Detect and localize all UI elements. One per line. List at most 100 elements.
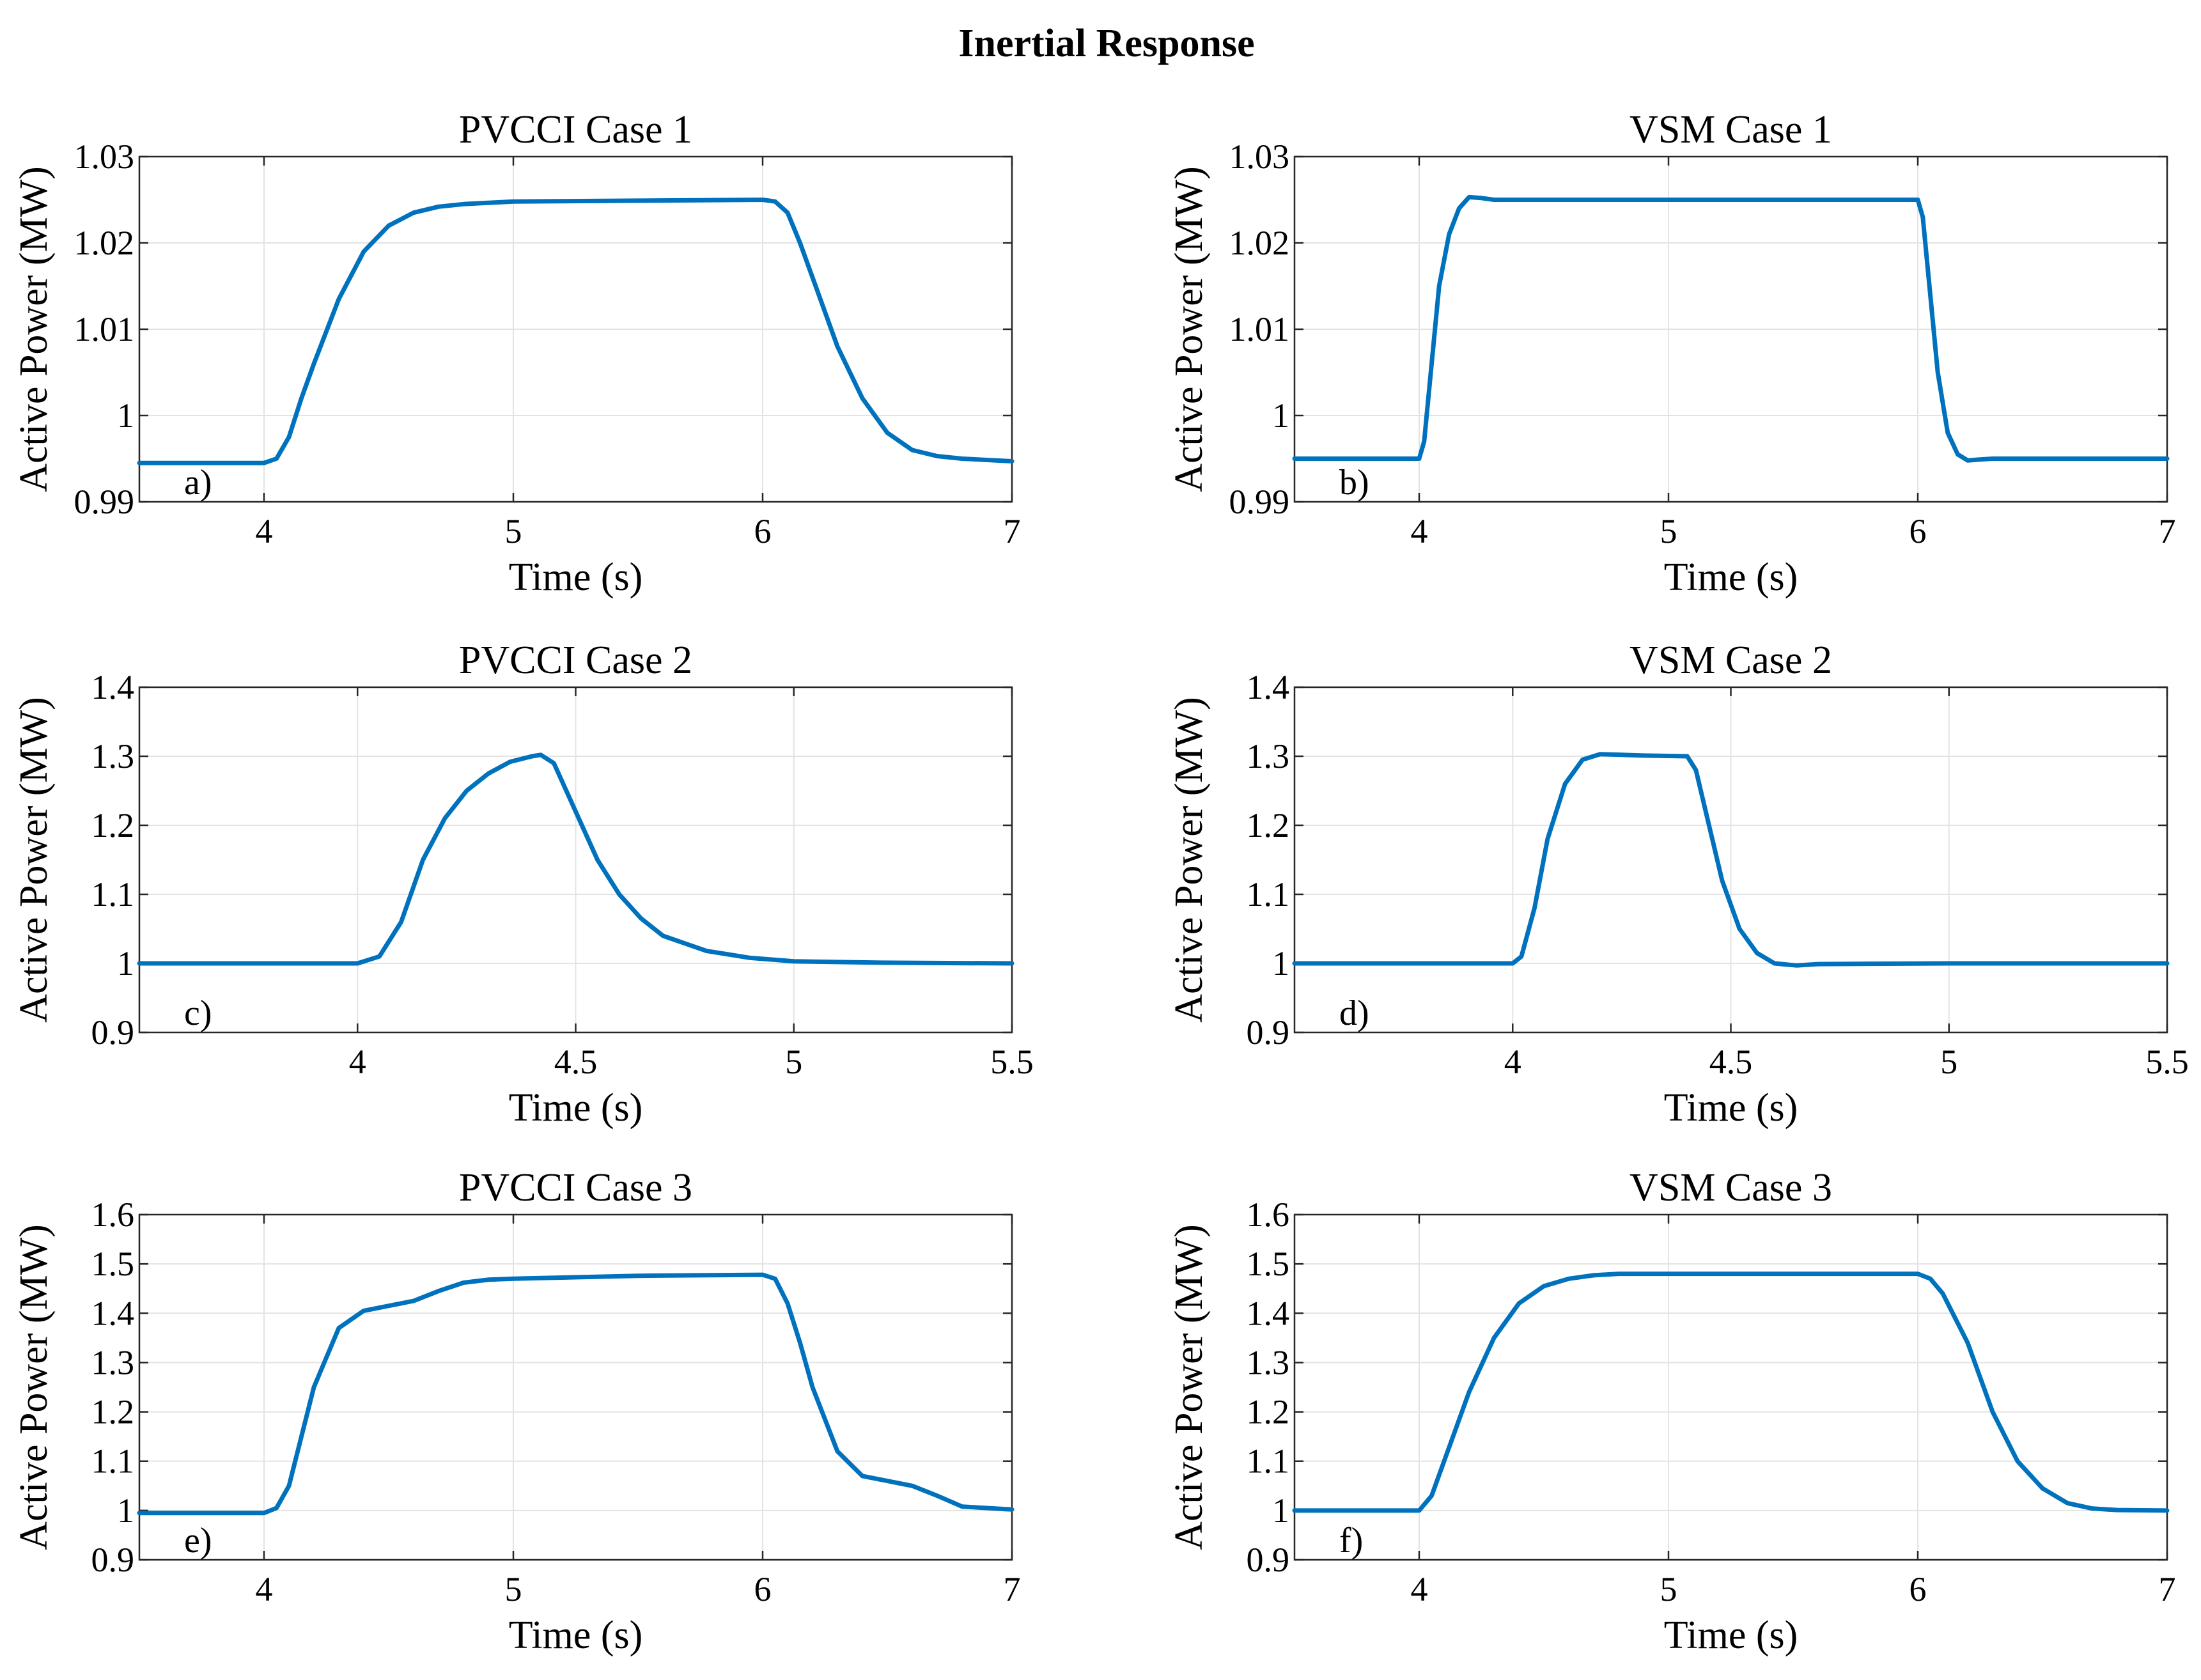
y-tick-label: 1.2 xyxy=(91,1393,135,1431)
y-tick-label: 1.5 xyxy=(1247,1245,1290,1283)
x-tick-label: 4.5 xyxy=(554,1043,598,1081)
y-tick-label: 1.3 xyxy=(1247,1343,1290,1381)
chart-panel-5: 4 5 6 7 0.9 1 1.1 1.2 1.3 1.4 1.5 1.6 PVCCI Case 3 Ti… xyxy=(12,1166,1021,1657)
y-tick-label: 1.1 xyxy=(91,1442,135,1481)
y-tick-label: 1.4 xyxy=(91,668,135,706)
x-tick-label: 4 xyxy=(1411,512,1428,550)
axes-frame xyxy=(138,1213,1013,1561)
y-tick-label: 1.1 xyxy=(91,875,135,914)
y-tick-label: 1.1 xyxy=(1247,1442,1290,1481)
y-tick-label: 1 xyxy=(117,396,134,435)
chart-panel-1: 4 5 6 7 0.99 1 1.01 1.02 1.03 PVCCI Case 1 Time (s… xyxy=(12,108,1021,599)
x-tick-label: 7 xyxy=(2159,512,2176,550)
y-tick-label: 1.4 xyxy=(1247,1294,1290,1332)
x-axis-label: Time (s) xyxy=(509,556,643,599)
y-tick-label: 1.3 xyxy=(91,737,135,775)
series-line xyxy=(137,1272,1015,1516)
panel-label: d) xyxy=(1339,993,1369,1033)
y-tick-label: 1 xyxy=(1272,944,1289,983)
y-tick-label: 1.01 xyxy=(74,310,135,348)
chart-panel-4: 4 4.5 5 5.5 0.9 1 1.1 1.2 1.3 1.4 VSM Case 2 Time (… xyxy=(1167,639,2189,1130)
panel-label: e) xyxy=(184,1521,212,1560)
y-tick-label: 1.3 xyxy=(91,1343,135,1381)
y-tick-label: 0.9 xyxy=(1247,1541,1290,1579)
x-axis-label: Time (s) xyxy=(1664,1086,1798,1130)
y-axis-label: Active Power (MW) xyxy=(12,697,56,1023)
y-tick-label: 1.3 xyxy=(1247,737,1290,775)
y-tick-label: 1 xyxy=(1272,1491,1289,1530)
panel-label: c) xyxy=(184,993,212,1033)
panel-label: f) xyxy=(1339,1521,1363,1560)
chart-title: PVCCI Case 1 xyxy=(459,108,692,152)
panel-label: a) xyxy=(184,463,212,502)
y-tick-label: 1.02 xyxy=(74,224,135,262)
panels: 4 5 6 7 0.99 1 1.01 1.02 1.03 PVCCI Case 1 Time (s… xyxy=(12,108,2189,1657)
y-axis-label: Active Power (MW) xyxy=(1167,166,1211,492)
x-tick-label: 4 xyxy=(256,1570,273,1608)
x-tick-label: 6 xyxy=(754,512,772,550)
y-axis-label: Active Power (MW) xyxy=(12,166,56,492)
chart-panel-2: 4 5 6 7 0.99 1 1.01 1.02 1.03 VSM Case 1 Time (s) A… xyxy=(1167,108,2176,599)
y-axis-label: Active Power (MW) xyxy=(1167,1224,1211,1550)
y-tick-label: 0.9 xyxy=(91,1541,135,1579)
y-tick-label: 1 xyxy=(1272,396,1289,435)
y-axis-label: Active Power (MW) xyxy=(12,1224,56,1550)
y-tick-label: 1.2 xyxy=(91,806,135,844)
y-tick-label: 1.4 xyxy=(1247,668,1290,706)
x-tick-label: 5 xyxy=(505,512,522,550)
x-tick-label: 6 xyxy=(754,1570,772,1608)
y-tick-label: 1.03 xyxy=(74,137,135,176)
x-tick-label: 6 xyxy=(1909,512,1927,550)
y-tick-label: 1.2 xyxy=(1247,806,1290,844)
x-tick-label: 5.5 xyxy=(2145,1043,2189,1081)
y-tick-label: 1.6 xyxy=(1247,1195,1290,1234)
series-line xyxy=(1292,752,2170,968)
y-tick-label: 1 xyxy=(117,944,134,983)
chart-title: VSM Case 2 xyxy=(1629,639,1832,682)
x-tick-label: 7 xyxy=(1004,1570,1021,1608)
x-tick-label: 5 xyxy=(785,1043,802,1081)
x-tick-label: 5 xyxy=(1660,1570,1677,1608)
series-line xyxy=(1292,194,2170,463)
chart-title: PVCCI Case 3 xyxy=(459,1166,692,1209)
x-axis-label: Time (s) xyxy=(509,1614,643,1657)
x-tick-label: 5 xyxy=(505,1570,522,1608)
x-axis-label: Time (s) xyxy=(1664,1614,1798,1657)
x-tick-label: 6 xyxy=(1909,1570,1927,1608)
x-tick-label: 5 xyxy=(1660,512,1677,550)
y-tick-label: 1.03 xyxy=(1229,137,1290,176)
chart-title: PVCCI Case 2 xyxy=(459,639,692,682)
chart-title: VSM Case 1 xyxy=(1629,108,1832,152)
x-tick-label: 5 xyxy=(1940,1043,1957,1081)
chart-panel-3: 4 4.5 5 5.5 0.9 1 1.1 1.2 1.3 1.4 PVCCI Case 2 Time… xyxy=(12,639,1034,1130)
series-line xyxy=(137,752,1015,966)
x-tick-label: 4 xyxy=(256,512,273,550)
x-tick-label: 7 xyxy=(2159,1570,2176,1608)
series-line xyxy=(137,198,1015,465)
figure-title: Inertial Response xyxy=(958,22,1254,65)
y-tick-label: 1.02 xyxy=(1229,224,1290,262)
x-axis-label: Time (s) xyxy=(509,1086,643,1130)
series-line xyxy=(1292,1272,2170,1513)
x-axis-label: Time (s) xyxy=(1664,556,1798,599)
y-tick-label: 1.6 xyxy=(91,1195,135,1234)
x-tick-label: 7 xyxy=(1004,512,1021,550)
y-axis-label: Active Power (MW) xyxy=(1167,697,1211,1023)
y-tick-label: 0.9 xyxy=(91,1013,135,1052)
axes-frame xyxy=(1293,1213,2168,1561)
y-tick-label: 1.2 xyxy=(1247,1393,1290,1431)
y-tick-label: 0.9 xyxy=(1247,1013,1290,1052)
chart-title: VSM Case 3 xyxy=(1629,1166,1832,1209)
x-tick-label: 4 xyxy=(349,1043,366,1081)
x-tick-label: 4 xyxy=(1411,1570,1428,1608)
panel-label: b) xyxy=(1339,463,1369,502)
y-tick-label: 0.99 xyxy=(74,483,135,521)
y-tick-label: 1.5 xyxy=(91,1245,135,1283)
y-tick-label: 1 xyxy=(117,1491,134,1530)
chart-panel-6: 4 5 6 7 0.9 1 1.1 1.2 1.3 1.4 1.5 1.6 VSM Case 3 Time… xyxy=(1167,1166,2176,1657)
y-tick-label: 1.1 xyxy=(1247,875,1290,914)
x-tick-label: 5.5 xyxy=(990,1043,1034,1081)
y-tick-label: 1.01 xyxy=(1229,310,1290,348)
y-tick-label: 0.99 xyxy=(1229,483,1290,521)
